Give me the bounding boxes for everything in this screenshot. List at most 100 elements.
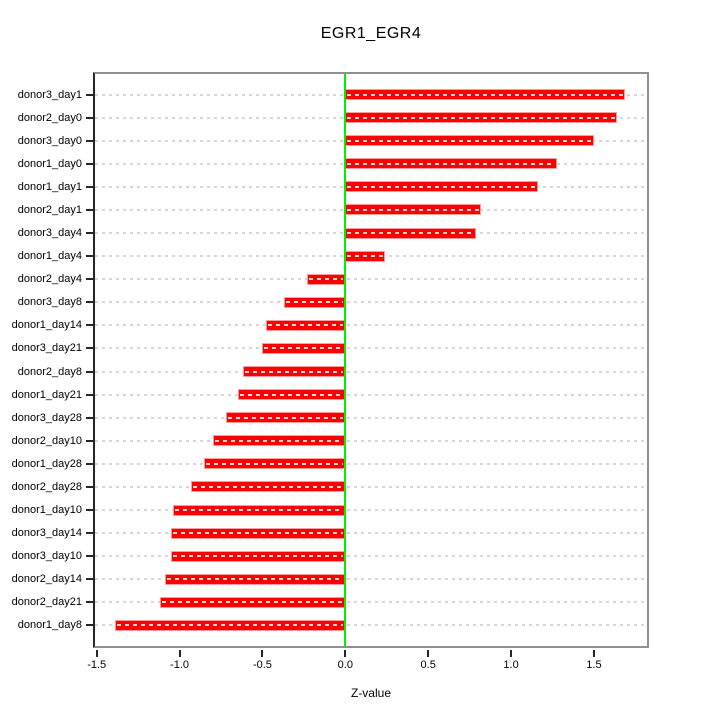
y-axis-tick (86, 393, 93, 396)
bar-center-dash (166, 578, 344, 581)
bar-donor3_day21 (262, 342, 346, 354)
bar-donor1_day8 (114, 619, 346, 631)
y-label-donor1_day21: donor1_day21 (11, 388, 82, 401)
y-axis: donor3_day1 donor2_day0 donor3_day0 donor1_… (0, 74, 93, 646)
bar-donor2_day0 (345, 112, 618, 124)
bar-center-dash (347, 232, 475, 235)
y-axis-tick (86, 370, 93, 373)
gridline (95, 578, 647, 581)
y-label-donor1_day8: donor1_day8 (17, 619, 82, 632)
gridline (95, 347, 647, 350)
y-label-donor3_day28: donor3_day28 (11, 411, 82, 424)
chart-title: EGR1_EGR4 (320, 25, 422, 42)
bar-donor2_day21 (159, 596, 346, 608)
bar-donor1_day21 (237, 389, 346, 401)
y-axis-tick (86, 208, 93, 211)
y-label-donor2_day1: donor2_day1 (17, 203, 82, 216)
bar-donor1_day1 (345, 181, 538, 193)
x-axis-tick (592, 650, 595, 657)
plot-area (95, 74, 647, 646)
bar-donor1_day10 (172, 504, 346, 516)
y-axis-tick (86, 347, 93, 350)
gridline (95, 439, 647, 442)
y-label-donor3_day1: donor3_day1 (17, 88, 82, 101)
y-label-donor2_day10: donor2_day10 (11, 434, 82, 447)
y-label-donor3_day21: donor3_day21 (11, 342, 82, 355)
gridline (95, 532, 647, 535)
y-axis-tick (86, 278, 93, 281)
bar-donor3_day14 (171, 527, 346, 539)
gridline (95, 624, 647, 627)
bar-donor1_day4 (345, 250, 386, 262)
bar-center-dash (347, 93, 624, 96)
bar-center-dash (239, 393, 344, 396)
y-label-donor1_day14: donor1_day14 (11, 319, 82, 332)
y-axis-tick (86, 532, 93, 535)
y-axis-tick (86, 416, 93, 419)
y-label-donor3_day4: donor3_day4 (17, 227, 82, 240)
bar-center-dash (173, 555, 344, 558)
y-axis-tick (86, 601, 93, 604)
y-axis-tick (86, 485, 93, 488)
y-label-donor2_day8: donor2_day8 (17, 365, 82, 378)
bar-center-dash (347, 116, 616, 119)
y-label-donor1_day0: donor1_day0 (17, 157, 82, 170)
gridline (95, 485, 647, 488)
bar-center-dash (264, 347, 344, 350)
bar-center-dash (116, 624, 344, 627)
y-axis-tick (86, 439, 93, 442)
x-axis-tick (510, 650, 513, 657)
bar-donor3_day4 (345, 227, 477, 239)
y-label-donor2_day0: donor2_day0 (17, 111, 82, 124)
bar-donor1_day28 (204, 458, 346, 470)
bar-center-dash (285, 301, 344, 304)
bar-center-dash (267, 324, 344, 327)
x-tick-label--1.0: -1.0 (170, 659, 190, 671)
y-axis-tick (86, 624, 93, 627)
gridline (95, 278, 647, 281)
y-axis-tick (86, 162, 93, 165)
x-axis-tick (261, 650, 264, 657)
gridline (95, 555, 647, 558)
y-axis-tick (86, 232, 93, 235)
bar-donor2_day28 (191, 481, 346, 493)
y-label-donor1_day28: donor1_day28 (11, 457, 82, 470)
y-axis-tick (86, 116, 93, 119)
y-label-donor1_day1: donor1_day1 (17, 180, 82, 193)
bar-donor1_day14 (265, 319, 346, 331)
gridline (95, 301, 647, 304)
bar-donor1_day0 (345, 158, 558, 170)
bar-center-dash (309, 278, 344, 281)
y-label-donor2_day28: donor2_day28 (11, 480, 82, 493)
zero-reference-line (344, 74, 347, 646)
gridline (95, 370, 647, 373)
bar-donor2_day10 (212, 435, 346, 447)
y-label-donor3_day10: donor3_day10 (11, 550, 82, 563)
gridline (95, 601, 647, 604)
x-axis-tick (178, 650, 181, 657)
gridline (95, 416, 647, 419)
gridline (95, 393, 647, 396)
x-tick-label-1.0: 1.0 (503, 659, 519, 671)
x-tick-label-0.0: 0.0 (337, 659, 353, 671)
y-axis-tick (86, 93, 93, 96)
x-axis-tick (344, 650, 347, 657)
bar-center-dash (206, 462, 344, 465)
y-label-donor3_day0: donor3_day0 (17, 134, 82, 147)
bar-center-dash (174, 509, 344, 512)
x-axis-tick (95, 650, 98, 657)
gridline (95, 509, 647, 512)
bar-donor3_day0 (345, 135, 594, 147)
bar-center-dash (227, 416, 344, 419)
x-tick-label--1.5: -1.5 (87, 659, 107, 671)
bar-donor2_day14 (164, 573, 346, 585)
y-label-donor2_day4: donor2_day4 (17, 273, 82, 286)
y-axis-tick (86, 255, 93, 258)
y-label-donor1_day4: donor1_day4 (17, 250, 82, 263)
bar-donor3_day1 (345, 89, 626, 101)
x-tick-label--0.5: -0.5 (252, 659, 272, 671)
bar-donor2_day8 (242, 366, 346, 378)
y-label-donor3_day14: donor3_day14 (11, 527, 82, 540)
bar-center-dash (193, 485, 344, 488)
gridline (95, 462, 647, 465)
